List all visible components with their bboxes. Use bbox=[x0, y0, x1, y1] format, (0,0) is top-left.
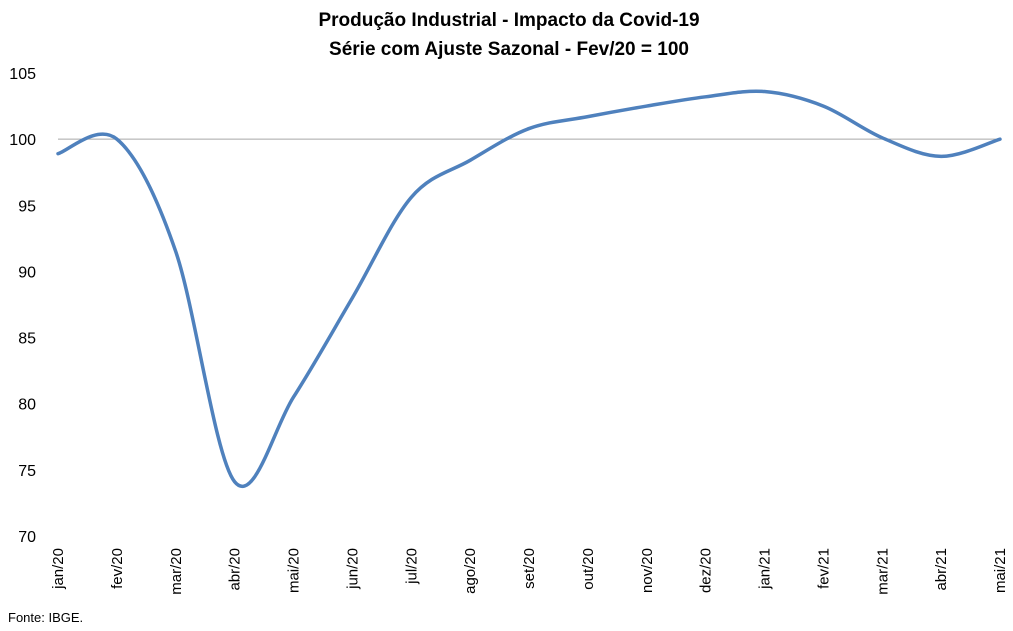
data-point-nov-20 bbox=[645, 104, 649, 108]
y-tick-label: 70 bbox=[18, 529, 36, 546]
chart-title: Produção Industrial - Impacto da Covid-1… bbox=[318, 10, 699, 31]
data-point-mar-21 bbox=[880, 136, 884, 140]
data-point-mai-20 bbox=[292, 395, 296, 399]
data-point-jul-20 bbox=[409, 195, 413, 199]
x-tick-label: mai/21 bbox=[992, 548, 1009, 593]
y-tick-label: 80 bbox=[18, 397, 36, 414]
y-tick-label: 95 bbox=[18, 198, 36, 215]
x-tick-label: set/20 bbox=[521, 548, 538, 589]
x-tick-label: abr/20 bbox=[227, 548, 244, 591]
y-tick-label: 90 bbox=[18, 264, 36, 281]
data-point-abr-20 bbox=[233, 480, 237, 484]
x-tick-label: jul/20 bbox=[403, 548, 420, 585]
data-point-mai-21 bbox=[998, 137, 1002, 141]
x-tick-label: mar/20 bbox=[168, 548, 185, 595]
y-tick-label: 85 bbox=[18, 331, 36, 348]
data-point-abr-21 bbox=[939, 154, 943, 158]
x-tick-label: out/20 bbox=[580, 548, 597, 590]
data-point-dez-20 bbox=[704, 95, 708, 99]
x-tick-label: jan/20 bbox=[50, 548, 67, 590]
x-tick-label: mar/21 bbox=[874, 548, 891, 595]
chart-subtitle: Série com Ajuste Sazonal - Fev/20 = 100 bbox=[329, 39, 689, 60]
series-group bbox=[56, 89, 1002, 488]
data-point-jun-20 bbox=[350, 296, 354, 300]
x-tick-label: jun/20 bbox=[344, 548, 361, 590]
x-tick-label: nov/20 bbox=[639, 548, 656, 593]
x-tick-label: dez/20 bbox=[698, 548, 715, 593]
x-axis-ticks: jan/20 fev/20 mar/20 abr/20 mai/20 jun/20 jul/… bbox=[50, 548, 1009, 595]
data-point-jan-21 bbox=[763, 90, 767, 94]
y-tick-label: 100 bbox=[9, 132, 36, 149]
data-point-jan-20 bbox=[56, 152, 60, 156]
y-tick-label: 75 bbox=[18, 463, 36, 480]
data-point-fev-21 bbox=[821, 104, 825, 108]
x-tick-label: fev/20 bbox=[109, 548, 126, 589]
data-point-set-20 bbox=[527, 127, 531, 131]
x-tick-label: fev/21 bbox=[815, 548, 832, 589]
data-point-mar-20 bbox=[174, 250, 178, 254]
y-axis-ticks: 70 75 80 85 90 95 100 105 bbox=[9, 66, 36, 546]
x-tick-label: abr/21 bbox=[933, 548, 950, 591]
y-tick-label: 105 bbox=[9, 66, 36, 83]
x-tick-label: jan/21 bbox=[757, 548, 774, 590]
source-note: Fonte: IBGE. bbox=[8, 610, 84, 625]
series-line bbox=[56, 89, 1002, 488]
data-point-out-20 bbox=[586, 115, 590, 119]
data-point-fev-20 bbox=[115, 137, 119, 141]
x-tick-label: ago/20 bbox=[462, 548, 479, 594]
data-point-ago-20 bbox=[468, 158, 472, 162]
x-tick-label: mai/20 bbox=[286, 548, 303, 593]
